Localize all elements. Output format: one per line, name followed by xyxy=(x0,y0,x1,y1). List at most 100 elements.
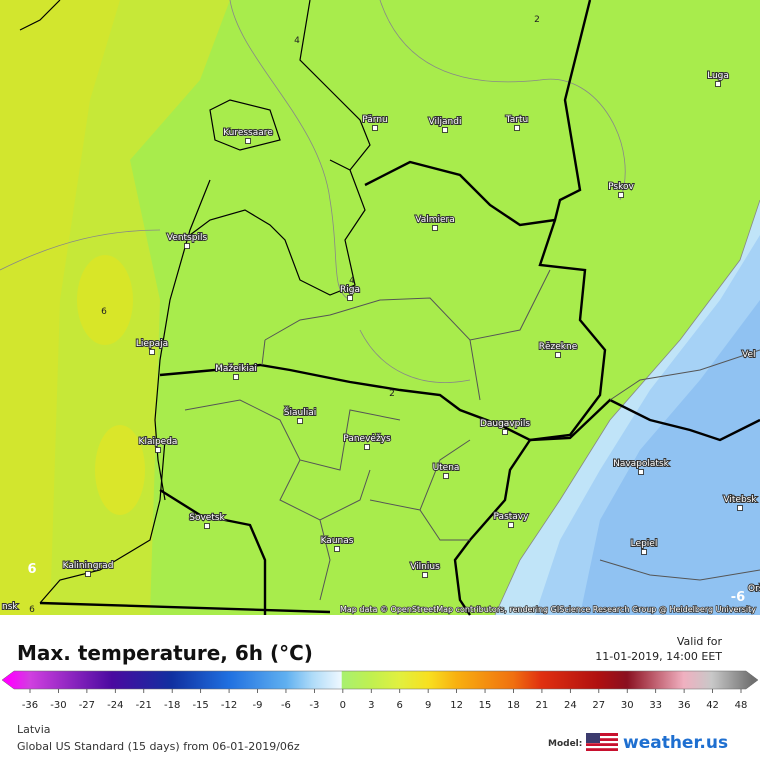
warm-zone xyxy=(0,0,120,615)
city-dot xyxy=(233,374,239,380)
scale-ticks: -36 -30 -27 -24 -21 -18 -15 -12 -9 -6 -3 0 3 6 9 12 15 18… xyxy=(22,689,748,711)
contour-label: -6 xyxy=(731,590,745,605)
city-label: Vilnius xyxy=(410,562,440,572)
region: Latvia xyxy=(17,723,51,736)
scale-label: -15 xyxy=(192,700,208,711)
scale-label: 0 xyxy=(340,700,346,711)
city-dot xyxy=(555,352,561,358)
scale-label: 18 xyxy=(507,700,520,711)
cities: Pärnu Viljandi Tartu Kuressaare Luga Pskov Val… xyxy=(62,70,758,578)
city-label: Ventspils xyxy=(167,233,208,243)
city-dot xyxy=(443,473,449,479)
scale-label: 42 xyxy=(706,700,719,711)
city-dot xyxy=(184,243,190,249)
scale-label: -21 xyxy=(136,700,152,711)
scale-label: 15 xyxy=(479,700,492,711)
city-dot xyxy=(334,546,340,552)
city-dot xyxy=(432,225,438,231)
brand: weather.us xyxy=(623,733,728,753)
scale-label: 33 xyxy=(649,700,662,711)
city-label: Pärnu xyxy=(362,115,388,125)
city-dot xyxy=(442,127,448,133)
city-label: Daugavpils xyxy=(480,419,530,429)
city-dot xyxy=(155,447,161,453)
city-label: Valmiera xyxy=(415,215,455,225)
city-dot xyxy=(618,192,624,198)
city-dot xyxy=(347,295,353,301)
scale-label: 3 xyxy=(368,700,374,711)
scale-label: 27 xyxy=(592,700,605,711)
scale-label: -24 xyxy=(107,700,123,711)
scale-label: 24 xyxy=(564,700,577,711)
city-label: Sovetsk xyxy=(189,513,225,523)
contour-label: 2 xyxy=(534,15,540,25)
city-label: Pastavy xyxy=(494,512,530,522)
us-flag xyxy=(586,733,618,751)
city-label: Vitebsk xyxy=(723,495,757,505)
city-label: Kuressaare xyxy=(223,128,273,138)
edge-label: Vel xyxy=(742,350,756,360)
city-dot xyxy=(297,418,303,424)
city-label: Kaunas xyxy=(321,536,354,546)
scale-label: -36 xyxy=(22,700,38,711)
scale-label: 36 xyxy=(678,700,691,711)
scale-label: -18 xyxy=(164,700,180,711)
contour-label: 6 xyxy=(29,605,35,615)
contours xyxy=(0,0,760,616)
coastlines xyxy=(19,0,371,604)
city-label: Šiauliai xyxy=(284,406,316,418)
contour-label: 6 xyxy=(101,307,107,317)
model-label: Model: xyxy=(548,739,582,749)
city-label: Lepiel xyxy=(631,539,658,549)
warm-spot xyxy=(77,255,133,345)
color-scale xyxy=(1,670,759,690)
city-dot xyxy=(149,349,155,355)
city-dot xyxy=(641,549,647,555)
city-dot xyxy=(245,138,251,144)
scale-label: -30 xyxy=(50,700,66,711)
warm-spot xyxy=(95,425,145,515)
city-dot xyxy=(502,429,508,435)
map: Pärnu Viljandi Tartu Kuressaare Luga Pskov Val… xyxy=(0,0,760,616)
city-label: Panevėžys xyxy=(343,434,391,444)
scale-label: 21 xyxy=(536,700,549,711)
city-label: Viljandi xyxy=(429,117,462,127)
contour-label: 4 xyxy=(294,36,300,46)
city-label: Riga xyxy=(340,285,360,295)
city-dot xyxy=(422,572,428,578)
city-dot xyxy=(715,81,721,87)
city-dot xyxy=(372,125,378,131)
city-label: Luga xyxy=(707,71,729,81)
city-dot xyxy=(85,571,91,577)
scale-label: 9 xyxy=(425,700,431,711)
scale-label: -3 xyxy=(309,700,319,711)
city-dot xyxy=(737,505,743,511)
scale-label: -27 xyxy=(79,700,95,711)
contour-label: 2 xyxy=(389,389,395,399)
contour-labels: 4 2 4 6 2 6 6 -6 xyxy=(27,15,745,615)
scale-label: -6 xyxy=(281,700,291,711)
city-dot xyxy=(508,522,514,528)
city-dot xyxy=(638,469,644,475)
model-run: Global US Standard (15 days) from 06-01-… xyxy=(17,740,300,753)
region-borders xyxy=(184,269,760,601)
edge-label: Orš xyxy=(748,583,760,594)
scale-label: 48 xyxy=(735,700,748,711)
scale-label: -9 xyxy=(253,700,263,711)
attribution: Map data © OpenStreetMap contributors, r… xyxy=(340,605,756,614)
city-dot xyxy=(364,444,370,450)
scale-label: 30 xyxy=(621,700,634,711)
city-label: Kaliningrad xyxy=(63,561,114,571)
city-label: Rēzekne xyxy=(539,342,578,352)
cold-zone xyxy=(580,300,760,615)
city-label: Klaipeda xyxy=(139,437,178,447)
edge-label: nsk xyxy=(2,602,18,612)
city-label: Tartu xyxy=(505,115,528,125)
title: Max. temperature, 6h (°C) xyxy=(17,641,313,665)
scale-label: -12 xyxy=(221,700,237,711)
contour-label: 6 xyxy=(27,562,36,577)
city-dot xyxy=(204,523,210,529)
city-label: Liepaja xyxy=(136,339,168,349)
city-dot xyxy=(514,125,520,131)
scale-label: 12 xyxy=(450,700,463,711)
